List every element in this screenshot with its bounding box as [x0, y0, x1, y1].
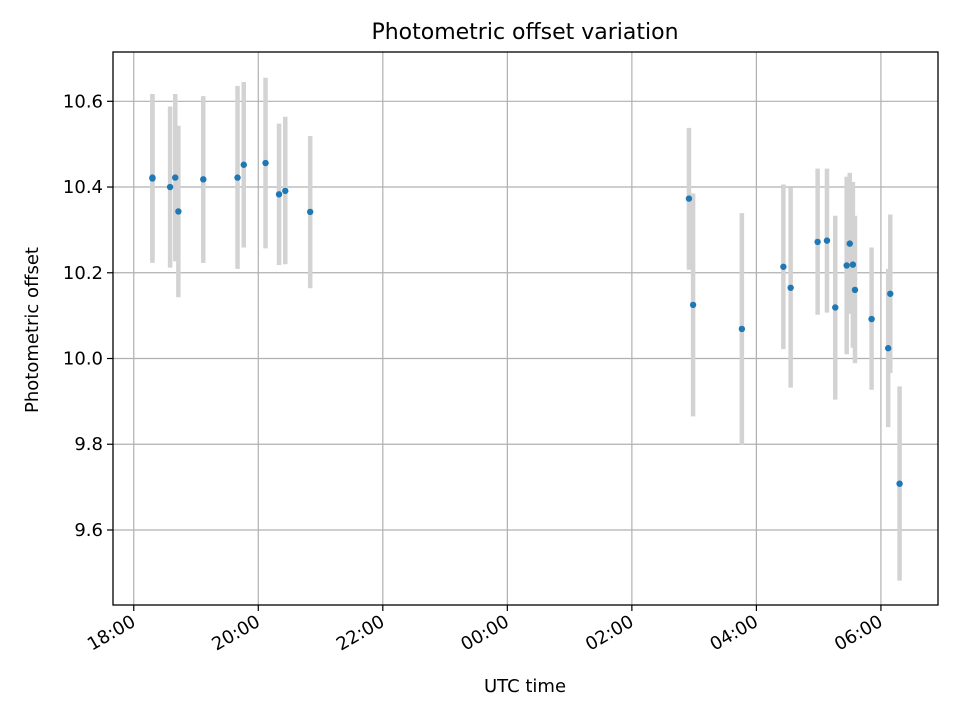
- data-point: [884, 345, 892, 352]
- data-point: [738, 325, 746, 333]
- plot-frame: [112, 51, 939, 606]
- y-tick-label: 10.4: [63, 177, 103, 198]
- data-point: [240, 161, 247, 168]
- data-point: [814, 238, 821, 246]
- y-axis-label: Photometric offset: [22, 247, 43, 413]
- data-point: [262, 159, 269, 167]
- data-points: [149, 159, 903, 487]
- data-point: [843, 262, 850, 269]
- data-point: [868, 315, 875, 323]
- data-point: [234, 174, 241, 181]
- data-point: [275, 191, 283, 198]
- data-point: [887, 290, 894, 297]
- data-point: [823, 237, 831, 244]
- y-tick-label: 10.0: [63, 349, 103, 370]
- plot-area: [112, 51, 939, 606]
- data-point: [851, 286, 859, 294]
- data-point: [166, 183, 174, 191]
- data-point: [849, 261, 857, 268]
- data-point: [846, 240, 853, 247]
- data-point: [685, 195, 693, 202]
- y-tick-label: 9.8: [74, 434, 103, 455]
- chart-title: Photometric offset variation: [371, 20, 678, 45]
- y-tick-label: 10.6: [63, 91, 103, 112]
- plot-background: [113, 52, 938, 605]
- data-point: [787, 284, 794, 291]
- data-point: [149, 174, 156, 181]
- data-point: [200, 176, 207, 183]
- data-point: [832, 304, 839, 311]
- data-point: [172, 174, 179, 181]
- y-tick-label: 10.2: [63, 263, 103, 284]
- data-point: [689, 301, 697, 309]
- y-tick-label: 9.6: [74, 520, 103, 541]
- data-point: [896, 480, 903, 487]
- x-axis-label: UTC time: [484, 676, 566, 697]
- data-point: [175, 208, 182, 215]
- data-point: [282, 187, 289, 195]
- grid-lines: [113, 52, 938, 605]
- data-point: [780, 263, 787, 270]
- y-axis-ticks: 9.6 9.8 10.0 10.2 10.4 10.6: [63, 91, 113, 541]
- data-point: [306, 208, 314, 216]
